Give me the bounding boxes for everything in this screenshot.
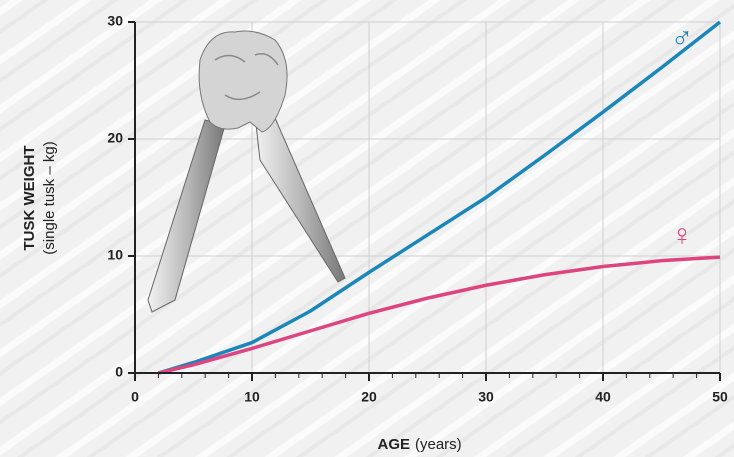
x-tick-label: 50 [712,389,728,405]
series-label: ♀ [671,219,694,252]
x-tick-label: 0 [131,389,139,405]
x-tick-label: 20 [361,389,377,405]
x-tick-label: 40 [595,389,611,405]
y-tick-label: 0 [115,364,123,380]
series-line [157,20,722,375]
y-tick-label: 10 [107,247,123,263]
tusk-illustration [147,30,346,313]
y-axis-label: TUSK WEIGHT [21,146,38,251]
series-line [158,255,721,375]
x-tick-label: 30 [478,389,494,405]
y-tick-label: 20 [107,130,123,146]
y-tick-label: 30 [107,13,123,29]
y-axis-sublabel: (single tusk – kg) [41,141,58,254]
x-axis-sublabel: (years) [415,436,462,453]
x-axis-label: AGE [377,436,410,453]
series-label: ♂ [671,22,694,55]
x-tick-label: 10 [244,389,260,405]
